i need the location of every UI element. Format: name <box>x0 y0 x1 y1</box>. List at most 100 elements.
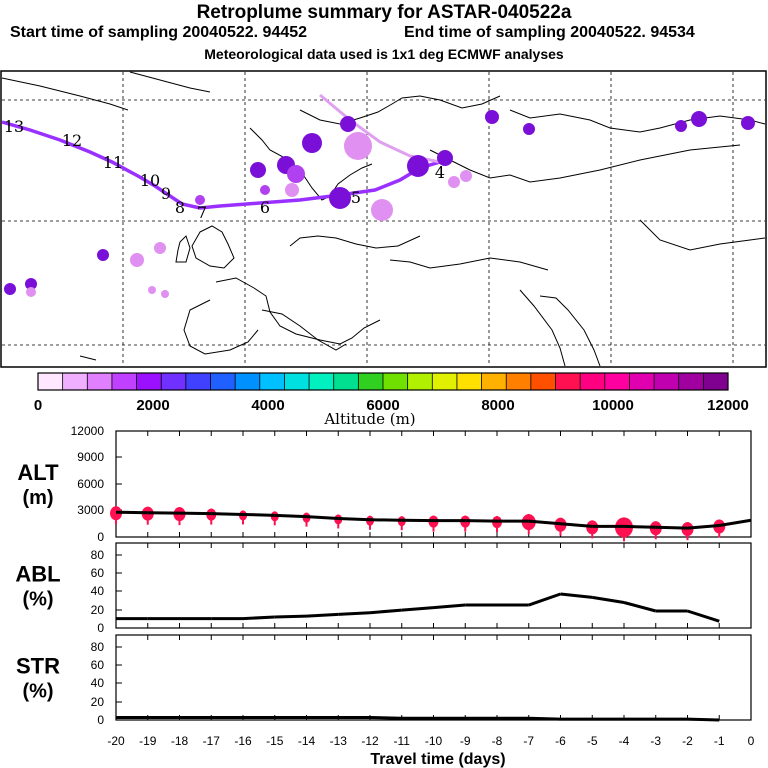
colorbar-tick-label: 2000 <box>136 397 169 414</box>
y-axis-label: (%) <box>22 681 53 703</box>
x-tick-label: -7 <box>523 734 534 748</box>
panel-alt: 12000 9000 6000 3000 0 ALT(m) <box>17 424 752 544</box>
x-tick-label: -15 <box>266 734 284 748</box>
colorbar-segment <box>38 373 64 390</box>
end-time-label: End time of sampling 20040522. 94534 <box>404 24 695 41</box>
retroplume-route <box>1 120 441 210</box>
series-segment-abl <box>623 601 657 613</box>
route-day-label: 6 <box>260 198 270 217</box>
series-segment-abl <box>274 614 307 619</box>
coastline <box>299 95 501 125</box>
panel-abl: 80 60 40 20 0 ABL(%) <box>15 542 752 635</box>
plume-marker <box>195 195 205 205</box>
coastline <box>129 71 211 93</box>
series-segment-alt <box>338 516 371 522</box>
colorbar-segment <box>111 373 138 390</box>
x-tick-label: -2 <box>682 734 693 748</box>
colorbar-tick-label: 6000 <box>366 397 399 414</box>
plume-marker <box>691 111 707 127</box>
series-segment-abl <box>687 609 720 623</box>
y-tick-label: 80 <box>91 548 105 562</box>
colorbar-segment <box>580 373 606 390</box>
plume-marker <box>130 253 144 267</box>
colorbar-tick-label: 10000 <box>592 397 634 414</box>
x-tick-label: -20 <box>107 734 125 748</box>
plot-title: Retroplume summary for ASTAR-040522a <box>196 2 572 23</box>
altitude-colorbar: 0 2000 4000 6000 8000 10000 12000 Altitude (m) <box>34 372 749 428</box>
y-tick-label: 80 <box>91 640 105 654</box>
coastline <box>261 309 347 351</box>
plume-marker <box>250 162 266 178</box>
coastline <box>183 299 259 355</box>
route-day-label: 10 <box>140 171 160 190</box>
colorbar-segment <box>506 373 532 390</box>
y-tick-label: 12000 <box>71 424 105 438</box>
plume-marker <box>26 287 36 297</box>
series-segment-alt <box>560 522 593 528</box>
coastline <box>1 77 129 111</box>
y-axis-label: (m) <box>22 487 53 509</box>
x-tick-label: -13 <box>330 734 348 748</box>
series-segment-abl <box>592 595 625 604</box>
coastline <box>389 257 549 271</box>
route-day-label: 8 <box>175 198 185 217</box>
colorbar-tick-label: 4000 <box>251 397 284 414</box>
x-tick-label: -4 <box>619 734 630 748</box>
series-segment-alt <box>623 524 656 529</box>
coastline <box>175 235 191 263</box>
series-segment-abl <box>306 612 339 618</box>
coastline <box>249 127 373 201</box>
y-axis-label: (%) <box>22 589 53 611</box>
coastline <box>509 109 766 133</box>
colorbar-segment <box>456 373 483 390</box>
coastline <box>191 225 235 269</box>
series-segment-alt <box>211 512 244 516</box>
series-segment-abl <box>242 615 275 621</box>
series-segment-alt <box>719 518 752 527</box>
y-tick-label: 0 <box>97 713 104 727</box>
series-segment-abl <box>560 592 593 599</box>
y-tick-label: 0 <box>97 530 104 544</box>
colorbar-segment <box>284 373 310 390</box>
colorbar-segment <box>678 373 704 390</box>
y-tick-label: 60 <box>91 658 105 672</box>
plume-marker <box>260 185 270 195</box>
plume-marker <box>340 116 356 132</box>
x-tick-label: -11 <box>394 734 411 748</box>
x-tick-label: -12 <box>361 734 379 748</box>
coastline <box>215 277 381 345</box>
plume-marker <box>25 278 37 290</box>
x-tick-label: -19 <box>139 734 157 748</box>
coastline <box>519 289 566 367</box>
route-day-label: 11 <box>103 153 123 172</box>
y-tick-label: 20 <box>91 695 105 709</box>
y-axis-label: STR <box>16 654 60 679</box>
colorbar-segment <box>629 373 655 390</box>
plume-marker <box>460 170 472 182</box>
x-tick-label: -14 <box>298 734 316 748</box>
x-axis-label: Travel time (days) <box>370 751 505 768</box>
y-tick-label: 60 <box>91 566 105 580</box>
colorbar-segment <box>654 373 680 390</box>
plume-marker <box>344 132 372 160</box>
plume-marker <box>329 187 351 209</box>
series-segment-alt <box>242 512 275 517</box>
series-segment-alt <box>687 524 720 530</box>
y-tick-label: 20 <box>91 603 105 617</box>
colorbar-tick-label: 12000 <box>707 397 749 414</box>
plume-marker <box>148 286 156 294</box>
panel-str: 80 60 40 20 0 STR(%) <box>16 634 752 727</box>
plume-marker <box>371 199 393 221</box>
colorbar-tick-label: 8000 <box>481 397 514 414</box>
colorbar-segment <box>530 373 556 390</box>
colorbar-segment <box>432 373 458 390</box>
x-tick-label: -5 <box>587 734 598 748</box>
colorbar-segment <box>604 373 630 390</box>
colorbar-segment <box>259 373 285 390</box>
colorbar-segment <box>185 373 211 390</box>
colorbar-segment <box>555 373 581 390</box>
colorbar-segment <box>407 373 433 390</box>
plume-marker <box>4 283 16 295</box>
